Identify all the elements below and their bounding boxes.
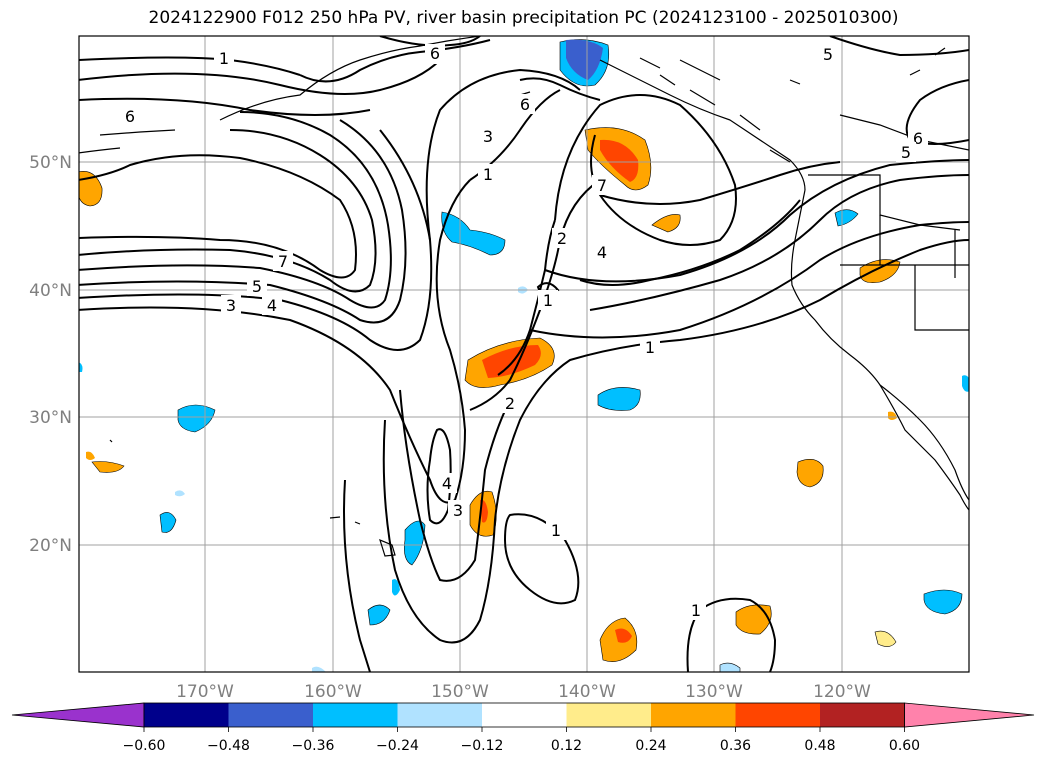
- contour-label: 1: [551, 521, 561, 540]
- contour-label: 3: [226, 296, 236, 315]
- contour-label: 1: [691, 601, 701, 620]
- contour-label: 7: [597, 176, 607, 195]
- positive-anomaly: [79, 171, 103, 207]
- positive-anomaly: [796, 458, 824, 488]
- lon-label-160w: 160°W: [304, 682, 362, 702]
- lon-labels: 170°W 160°W 150°W 140°W 130°W 120°W: [176, 682, 871, 702]
- colorbar-tick-label: −0.36: [292, 738, 335, 754]
- lon-label-150w: 150°W: [431, 682, 489, 702]
- colorbar-over-triangle: [904, 702, 1035, 728]
- lon-label-170w: 170°W: [176, 682, 234, 702]
- positive-anomaly: [91, 461, 125, 473]
- positive-anomaly-core: [615, 628, 632, 643]
- negative-anomaly: [177, 404, 216, 433]
- contour-label: 5: [252, 277, 262, 296]
- colorbar-under-triangle: [11, 702, 145, 728]
- contour-label: 6: [125, 107, 135, 126]
- negative-anomaly: [923, 589, 963, 615]
- negative-anomaly: [79, 362, 83, 372]
- contour-label: 3: [483, 127, 493, 146]
- colorbar-outline: [143, 702, 905, 728]
- contour-label: 6: [520, 95, 530, 114]
- lon-label-120w: 120°W: [813, 682, 871, 702]
- lat-label-40n: 40°N: [29, 281, 72, 301]
- negative-anomaly: [392, 579, 400, 596]
- colorbar-tick-label: 0.24: [635, 738, 666, 754]
- contour-label: 7: [278, 252, 288, 271]
- contour-label: 6: [430, 44, 440, 63]
- colorbar-tick-label: 0.36: [720, 738, 751, 754]
- contour-label: 1: [219, 49, 229, 68]
- colorbar-bin: [482, 703, 567, 727]
- lat-labels: 50°N 40°N 30°N 20°N: [29, 153, 72, 556]
- colorbar-tick-label: 0.60: [889, 738, 920, 754]
- negative-anomaly: [159, 512, 177, 533]
- colorbar: −0.60 −0.48 −0.36 −0.24 −0.12 0.12 0.24 …: [11, 702, 1035, 754]
- colorbar-ticks: [143, 727, 905, 732]
- positive-anomaly: [888, 411, 897, 420]
- colorbar-tick-label: −0.60: [123, 738, 166, 754]
- negative-anomaly: [719, 662, 741, 672]
- negative-anomaly: [175, 490, 185, 497]
- negative-anomaly: [312, 666, 326, 672]
- graticule: [79, 36, 969, 672]
- colorbar-bin: [820, 703, 905, 727]
- contour-labels: 1 6 6 5 6 3 1 6 7 2 4: [124, 44, 924, 620]
- lon-label-130w: 130°W: [685, 682, 743, 702]
- lat-label-50n: 50°N: [29, 153, 72, 173]
- colorbar-tick-label: 0.48: [804, 738, 835, 754]
- positive-anomaly-core: [482, 345, 541, 378]
- positive-anomaly-core: [600, 139, 639, 182]
- contour-label: 5: [823, 45, 833, 64]
- negative-anomaly: [367, 604, 391, 626]
- positive-anomaly: [86, 451, 95, 460]
- colorbar-bin: [228, 703, 313, 727]
- precip-shading: [79, 39, 969, 672]
- colorbar-bin: [144, 703, 229, 727]
- colorbar-tick-label: −0.24: [376, 738, 419, 754]
- contour-label: 4: [267, 296, 277, 315]
- negative-anomaly: [441, 211, 506, 256]
- contour-label: 4: [597, 243, 607, 262]
- contour-label: 2: [505, 394, 515, 413]
- contour-label: 6: [913, 129, 923, 148]
- colorbar-bin: [566, 703, 651, 727]
- negative-anomaly: [597, 387, 641, 411]
- contour-label: 1: [645, 338, 655, 357]
- colorbar-tick-label: −0.48: [207, 738, 250, 754]
- colorbar-tick-label: 0.12: [551, 738, 582, 754]
- colorbar-bin: [735, 703, 820, 727]
- contour-label: 3: [453, 501, 463, 520]
- figure-title: 2024122900 F012 250 hPa PV, river basin …: [148, 8, 899, 28]
- contour-label: 1: [483, 165, 493, 184]
- contour-label: 5: [901, 143, 911, 162]
- pv-contours: [79, 36, 969, 672]
- lat-label-20n: 20°N: [29, 536, 72, 556]
- negative-anomaly: [404, 520, 426, 566]
- colorbar-bin: [313, 703, 398, 727]
- colorbar-bin: [397, 703, 482, 727]
- positive-anomaly: [651, 214, 681, 233]
- positive-anomaly: [874, 630, 897, 647]
- contour-label: 2: [557, 229, 567, 248]
- lon-label-140w: 140°W: [558, 682, 616, 702]
- negative-anomaly: [962, 375, 969, 392]
- colorbar-tick-label: −0.12: [461, 738, 504, 754]
- map-border: [78, 35, 970, 673]
- contour-label: 4: [442, 474, 452, 493]
- contour-label: 1: [543, 291, 553, 310]
- negative-anomaly-core: [566, 39, 603, 80]
- lat-label-30n: 30°N: [29, 408, 72, 428]
- colorbar-bin: [651, 703, 736, 727]
